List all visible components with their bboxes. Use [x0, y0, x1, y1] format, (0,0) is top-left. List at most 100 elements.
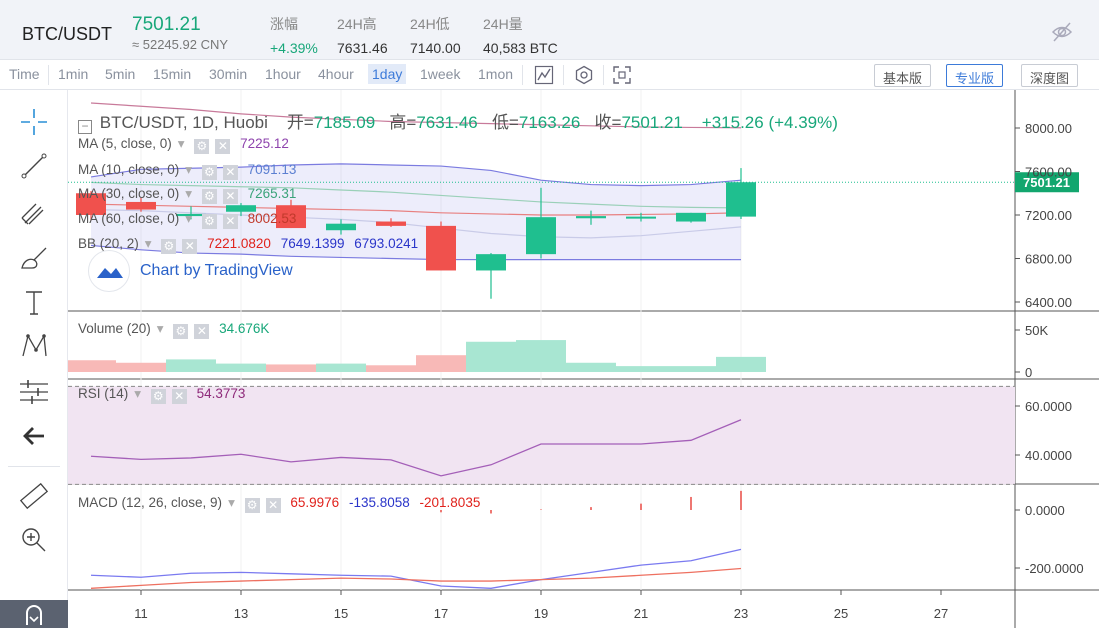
x-tick-label: 19 [534, 606, 548, 621]
candle-style-icon[interactable] [534, 65, 554, 85]
back-arrow-icon[interactable] [16, 418, 52, 454]
divider [603, 65, 604, 85]
indicator-bb[interactable]: BB (20, 2) ▾ ⚙ ✕ 7221.0820 7649.1399 6793.… [78, 236, 424, 254]
view-pro-button[interactable]: 专业版 [946, 64, 1004, 87]
settings-icon[interactable] [574, 65, 594, 85]
indicator-name: RSI (14) [78, 386, 129, 401]
price-cny: ≈ 52245.92 CNY [132, 37, 229, 52]
interval-30min[interactable]: 30min [209, 66, 248, 82]
close-icon[interactable]: ✕ [182, 239, 198, 254]
indicator-ma60[interactable]: MA (60, close, 0) ▾ ⚙ ✕ 8002.53 [78, 211, 302, 229]
x-tick-label: 11 [134, 606, 148, 621]
last-price-tag-bg [1015, 172, 1079, 193]
view-depth-button[interactable]: 深度图 [1021, 64, 1079, 87]
close-icon[interactable]: ✕ [194, 324, 210, 339]
close-icon[interactable]: ✕ [222, 214, 238, 229]
gear-icon[interactable]: ⚙ [201, 189, 217, 204]
interval-1day[interactable]: 1day [368, 64, 407, 84]
close-icon[interactable]: ✕ [265, 498, 281, 513]
dropdown-icon[interactable]: ▾ [228, 495, 235, 510]
indicator-macd[interactable]: MACD (12, 26, close, 9) ▾ ⚙ ✕ 65.9976 -135… [78, 495, 486, 513]
crosshair-icon[interactable] [16, 104, 52, 140]
dropdown-icon[interactable]: ▾ [144, 236, 152, 251]
low-value: 7163.26 [518, 113, 581, 132]
eye-slash-icon[interactable] [1051, 21, 1073, 43]
volume-bar [466, 341, 516, 372]
main-pane-title: − BTC/USDT, 1D, Huobi 开=7185.09 高=7631.4… [78, 108, 838, 134]
measure-icon[interactable] [16, 374, 52, 410]
drawing-toolbar [0, 90, 68, 628]
interval-1hour[interactable]: 1hour [265, 66, 301, 82]
pattern-icon[interactable] [16, 328, 52, 364]
interval-5min[interactable]: 5min [105, 66, 136, 82]
interval-1mon[interactable]: 1mon [478, 66, 514, 82]
interval-time[interactable]: Time [9, 66, 40, 82]
rsi-line [90, 419, 742, 477]
volume-tick-label: 50K [1025, 323, 1048, 338]
brush-icon[interactable] [16, 238, 52, 274]
price-chart-svg[interactable]: 7501.21 8000.00 7600.00 7200.00 6800.00 6400.… [68, 90, 1099, 628]
dropdown-icon[interactable]: ▾ [134, 386, 142, 401]
indicator-value: 7221.0820 [207, 236, 271, 251]
trend-line-icon[interactable] [16, 148, 52, 184]
ticker-header: BTC/USDT 7501.21 ≈ 52245.92 CNY 涨幅 +4.39… [0, 0, 1099, 60]
interval-4hour[interactable]: 4hour [318, 66, 354, 82]
volume-bar [216, 363, 266, 372]
fullscreen-icon[interactable] [612, 65, 632, 85]
divider [48, 65, 49, 85]
stat-low: 24H低 7140.00 [410, 14, 461, 56]
gear-icon[interactable]: ⚙ [244, 498, 260, 513]
pair-name[interactable]: BTC/USDT [22, 24, 112, 44]
dropdown-icon[interactable]: ▾ [185, 211, 193, 226]
pitchfork-icon[interactable] [16, 194, 52, 230]
dropdown-icon[interactable]: ▾ [156, 321, 164, 336]
interval-1week[interactable]: 1week [420, 66, 461, 82]
chart-area[interactable]: 7501.21 8000.00 7600.00 7200.00 6800.00 6400.… [68, 90, 1099, 628]
gear-icon[interactable]: ⚙ [201, 165, 217, 180]
tradingview-watermark[interactable]: Chart by TradingView [88, 250, 293, 292]
indicator-value: -135.8058 [348, 495, 410, 510]
gear-icon[interactable]: ⚙ [194, 139, 210, 154]
change-value: +315.26 (+4.39%) [701, 113, 838, 132]
macd-tick-label: -200.0000 [1025, 561, 1084, 576]
indicator-volume[interactable]: Volume (20) ▾ ⚙ ✕ 34.676K [78, 321, 275, 339]
chart-toolbar: Time 1min 5min 15min 30min 1hour 4hour 1… [0, 60, 1099, 90]
stat-label: 涨幅 [270, 16, 298, 32]
indicator-rsi[interactable]: RSI (14) ▾ ⚙ ✕ 54.3773 [78, 386, 251, 404]
indicator-ma30[interactable]: MA (30, close, 0) ▾ ⚙ ✕ 7265.31 [78, 186, 302, 204]
indicator-ma10[interactable]: MA (10, close, 0) ▾ ⚙ ✕ 7091.13 [78, 162, 302, 180]
dropdown-icon[interactable]: ▾ [185, 186, 193, 201]
interval-15min[interactable]: 15min [153, 66, 192, 82]
gear-icon[interactable]: ⚙ [201, 214, 217, 229]
gear-icon[interactable]: ⚙ [150, 389, 166, 404]
stat-label: 24H高 [337, 16, 377, 32]
close-icon[interactable]: ✕ [215, 139, 231, 154]
volume-bar [68, 360, 116, 372]
ruler-icon[interactable] [16, 478, 52, 514]
stat-value: 7140.00 [410, 40, 461, 56]
close-icon[interactable]: ✕ [171, 389, 187, 404]
gear-icon[interactable]: ⚙ [161, 239, 177, 254]
last-price-tag: 7501.21 [1023, 175, 1070, 190]
zoom-in-icon[interactable] [16, 522, 52, 558]
last-price: 7501.21 [132, 14, 201, 35]
gear-icon[interactable]: ⚙ [173, 324, 189, 339]
text-icon[interactable] [16, 284, 52, 320]
interval-1min[interactable]: 1min [58, 66, 89, 82]
view-basic-button[interactable]: 基本版 [874, 64, 932, 87]
close-icon[interactable]: ✕ [222, 165, 238, 180]
candle-body [376, 221, 406, 226]
macd-signal-line [90, 567, 742, 589]
indicator-name: MA (5, close, 0) [78, 136, 172, 151]
indicator-value: 7649.1399 [280, 236, 345, 251]
collapse-icon[interactable]: − [78, 120, 92, 134]
close-icon[interactable]: ✕ [222, 189, 238, 204]
indicator-value: -201.8035 [419, 495, 481, 510]
ma30-line [90, 181, 742, 209]
dropdown-icon[interactable]: ▾ [177, 136, 185, 151]
candle-body [476, 254, 506, 271]
indicator-value: 65.9976 [290, 495, 340, 510]
magnet-button[interactable] [0, 600, 68, 628]
indicator-ma5[interactable]: MA (5, close, 0) ▾ ⚙ ✕ 7225.12 [78, 136, 295, 154]
dropdown-icon[interactable]: ▾ [185, 162, 193, 177]
